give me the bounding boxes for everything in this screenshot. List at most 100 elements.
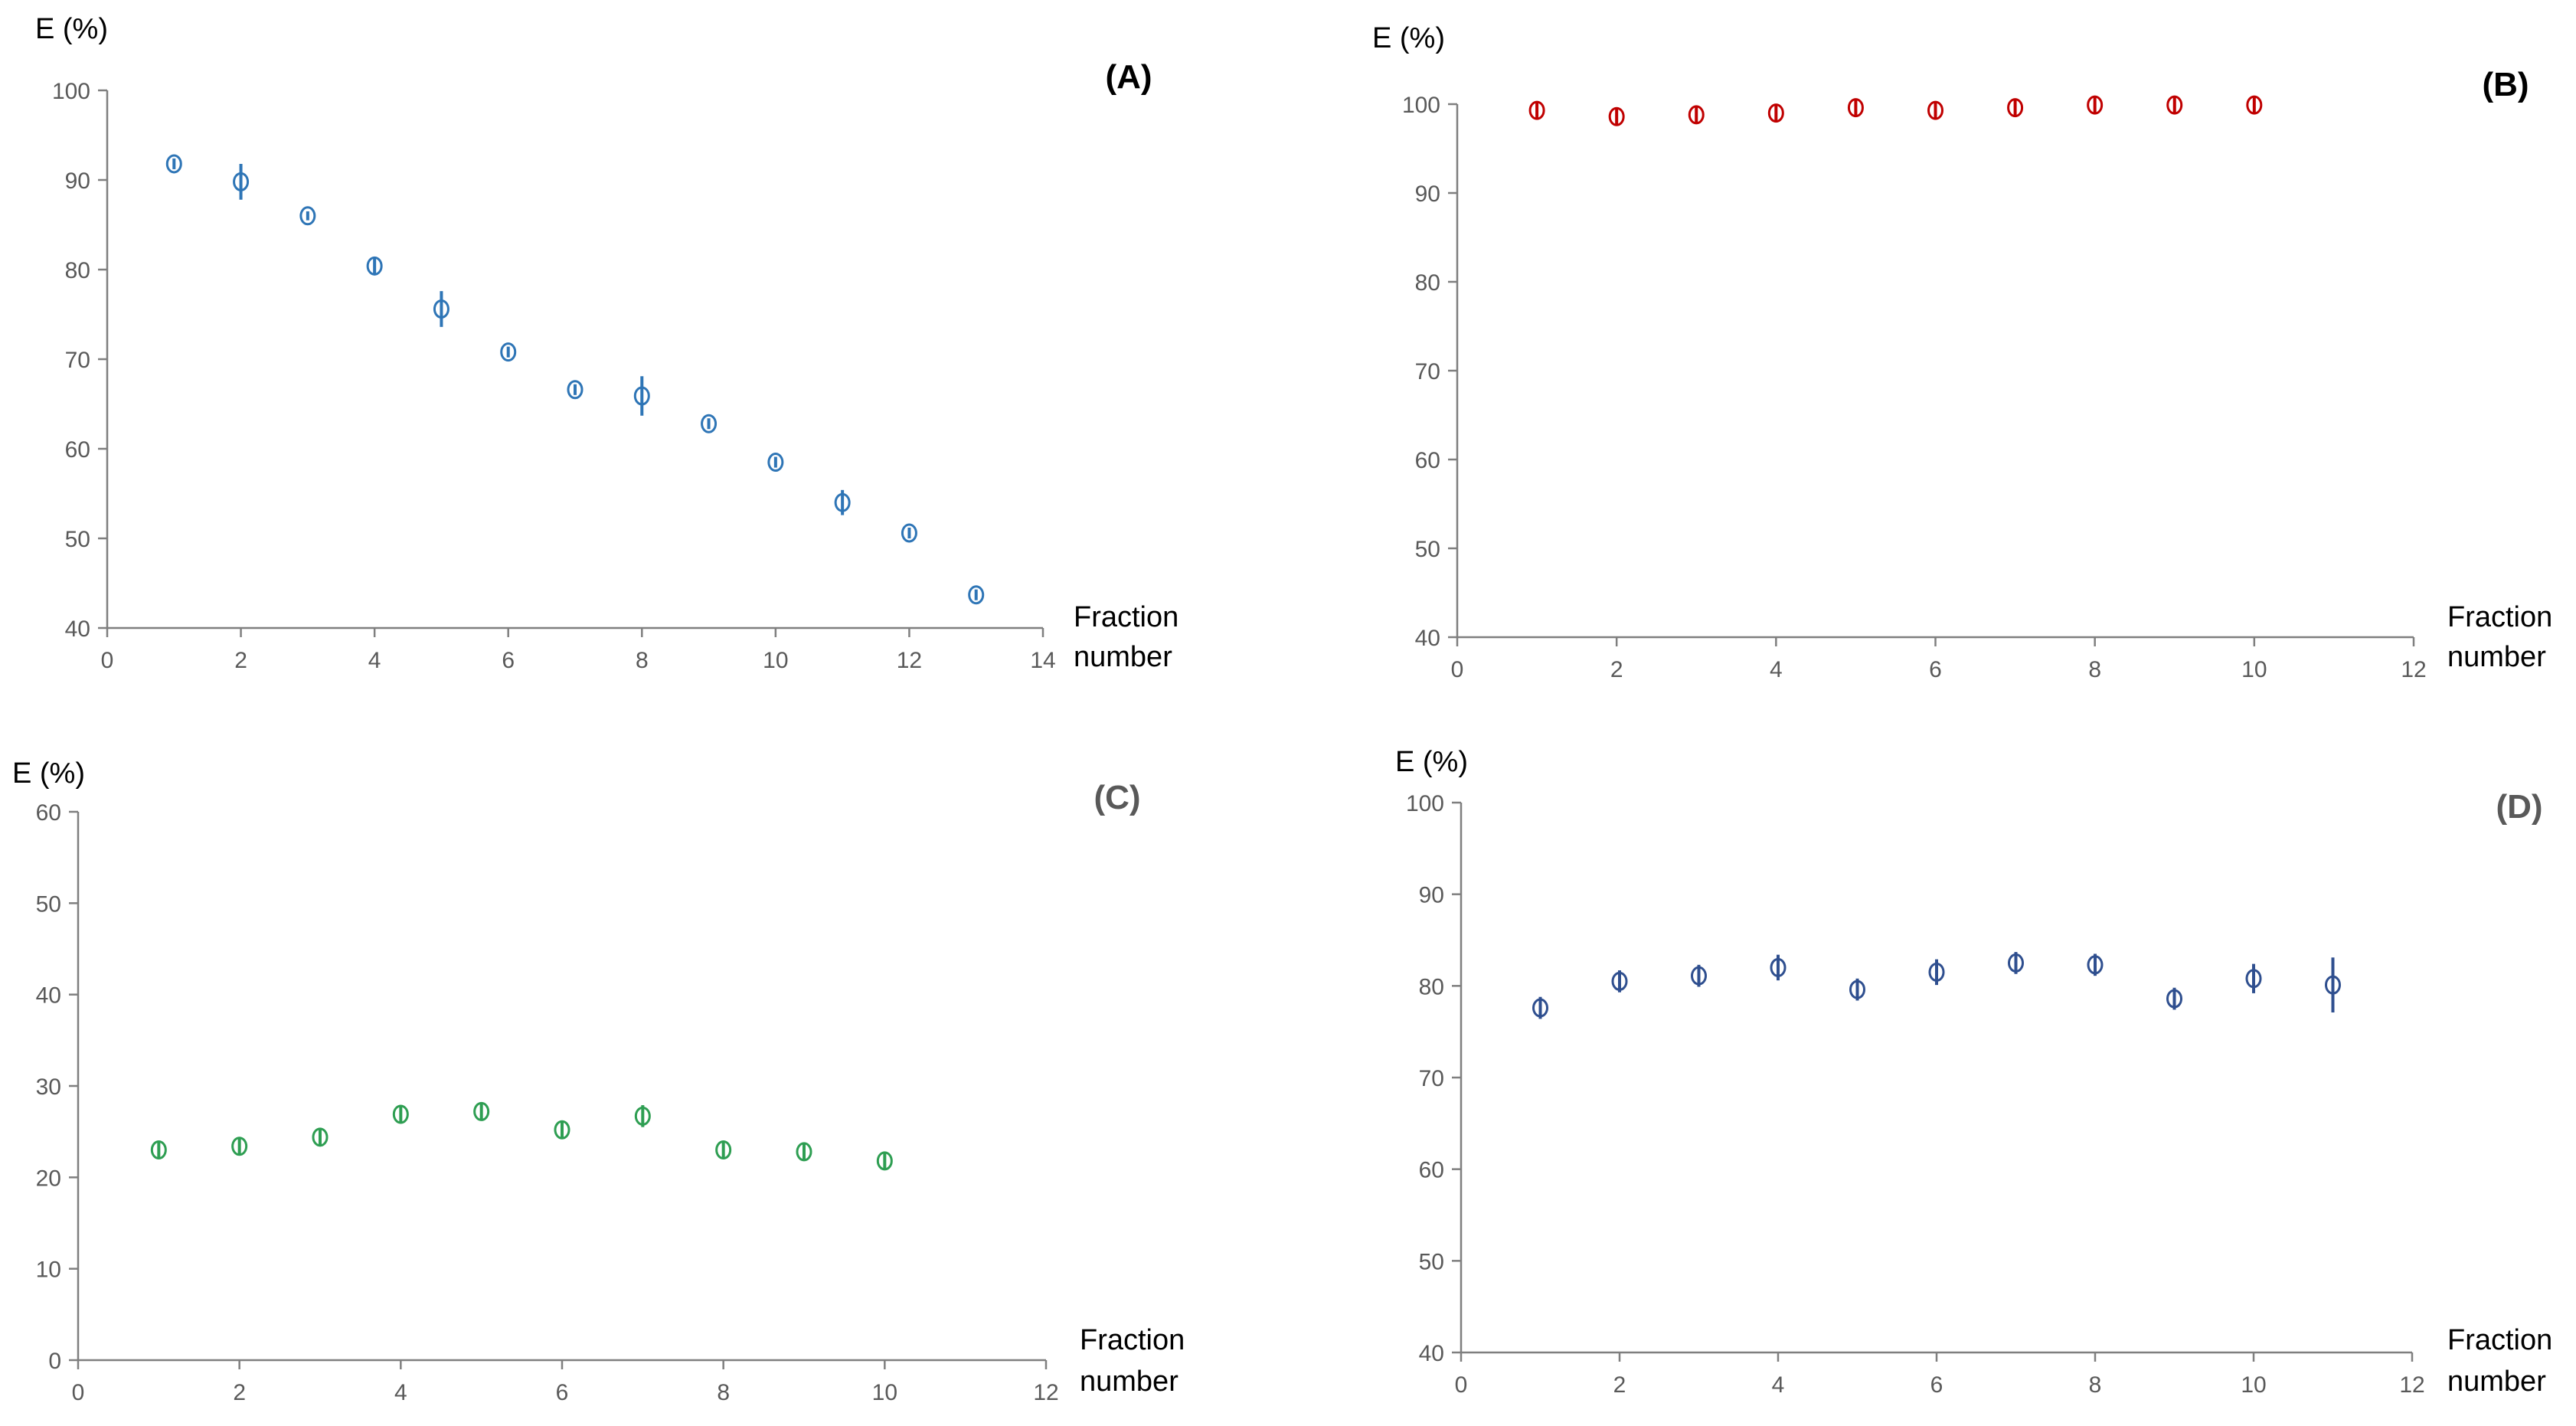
panel-label: (C) [1093, 779, 1140, 816]
marker [233, 172, 250, 191]
data-point [2245, 963, 2262, 993]
marker [2007, 98, 2024, 118]
y-axis-label: E (%) [35, 13, 108, 45]
marker [1608, 106, 1625, 126]
marker [1767, 103, 1784, 123]
data-point [1608, 106, 1625, 126]
marker [392, 1104, 409, 1124]
marker [2166, 95, 2183, 115]
x-axis-label-line2: number [1074, 641, 1172, 673]
x-tick-label: 8 [717, 1380, 730, 1405]
x-axis-label-line2: number [2447, 641, 2546, 673]
x-tick-label: 4 [1770, 657, 1783, 682]
marker [165, 154, 182, 174]
x-tick-label: 4 [368, 648, 381, 673]
x-tick-label: 2 [1610, 657, 1623, 682]
y-tick-label: 60 [65, 437, 90, 463]
data-point [299, 206, 316, 226]
y-tick-label: 90 [1419, 883, 1444, 908]
x-axis-label-line2: number [2447, 1365, 2546, 1398]
data-point [165, 154, 182, 174]
marker [2245, 969, 2262, 989]
marker [554, 1120, 570, 1140]
data-point [231, 1137, 248, 1156]
data-point [366, 256, 383, 276]
y-tick-label: 40 [65, 617, 90, 642]
x-tick-label: 10 [2241, 1372, 2266, 1398]
y-tick-label: 90 [1415, 182, 1440, 207]
x-tick-label: 6 [1929, 657, 1942, 682]
marker [1611, 971, 1628, 991]
y-tick-label: 20 [36, 1166, 61, 1191]
data-point [796, 1142, 812, 1162]
x-tick-label: 14 [1030, 648, 1055, 673]
data-point [634, 1105, 651, 1127]
marker [231, 1137, 248, 1156]
panel-d: 40 50 60 70 80 90 100 0 2 4 6 8 10 12 E (%) Fraction num… [1395, 746, 2552, 1398]
data-point [312, 1127, 329, 1147]
data-point [2007, 98, 2024, 118]
data-point [1847, 98, 1864, 118]
marker [834, 492, 851, 512]
panel-label: (B) [2482, 66, 2529, 103]
data-point [2087, 95, 2104, 115]
x-tick-label: 8 [2088, 657, 2101, 682]
y-tick-label: 0 [48, 1349, 61, 1374]
y-tick-label: 30 [36, 1074, 61, 1100]
data-point [233, 163, 250, 200]
data-point [433, 291, 449, 327]
y-tick-label: 100 [52, 79, 90, 104]
x-axis-label-line1: Fraction [1080, 1324, 1185, 1356]
y-tick-label: 80 [1415, 270, 1440, 296]
x-tick-label: 2 [233, 1380, 246, 1405]
data-point [633, 376, 650, 416]
x-axis-label-line1: Fraction [2447, 1324, 2552, 1356]
data-point [1928, 959, 1945, 986]
y-tick-label: 90 [65, 168, 90, 194]
x-tick-label: 10 [2241, 657, 2267, 682]
marker [1849, 980, 1865, 999]
marker [2008, 953, 2024, 973]
data-point [1767, 103, 1784, 123]
data-point [1691, 964, 1707, 987]
marker [1691, 966, 1707, 986]
data-point [968, 585, 985, 605]
y-tick-label: 60 [1419, 1158, 1444, 1183]
marker [1528, 100, 1545, 120]
data-point [473, 1101, 490, 1121]
x-axis-label-line1: Fraction [1074, 601, 1178, 633]
y-tick-label: 40 [1419, 1341, 1444, 1366]
data-point [2325, 957, 2341, 1013]
marker [1847, 98, 1864, 118]
x-axis-label-line1: Fraction [2447, 601, 2552, 633]
data-point [715, 1140, 732, 1160]
y-tick-label: 50 [1419, 1249, 1444, 1274]
x-tick-label: 12 [2399, 1372, 2424, 1398]
panel-label: (A) [1105, 58, 1152, 96]
marker [2246, 95, 2263, 115]
data-point [1532, 996, 1548, 1019]
x-tick-label: 0 [101, 648, 114, 673]
y-tick-label: 60 [1415, 448, 1440, 473]
marker [473, 1101, 490, 1121]
data-point [554, 1120, 570, 1140]
x-tick-label: 6 [556, 1380, 569, 1405]
marker [299, 206, 316, 226]
x-tick-label: 8 [2089, 1372, 2102, 1398]
y-axis-label: E (%) [1372, 22, 1445, 54]
y-tick-label: 40 [36, 983, 61, 1009]
y-tick-label: 80 [65, 258, 90, 283]
marker [633, 386, 650, 406]
data-point [392, 1104, 409, 1124]
y-tick-label: 50 [65, 527, 90, 552]
marker [150, 1140, 167, 1160]
data-point [876, 1151, 893, 1171]
x-tick-label: 2 [1613, 1372, 1626, 1398]
data-point [1528, 100, 1545, 120]
x-tick-label: 4 [1772, 1372, 1785, 1398]
data-point [2246, 95, 2263, 115]
marker [312, 1127, 329, 1147]
marker [1770, 957, 1787, 977]
panel-c: 0 10 20 30 40 50 60 0 2 4 6 8 10 12 E (%) Fraction numbe… [12, 757, 1185, 1405]
marker [2325, 975, 2341, 995]
